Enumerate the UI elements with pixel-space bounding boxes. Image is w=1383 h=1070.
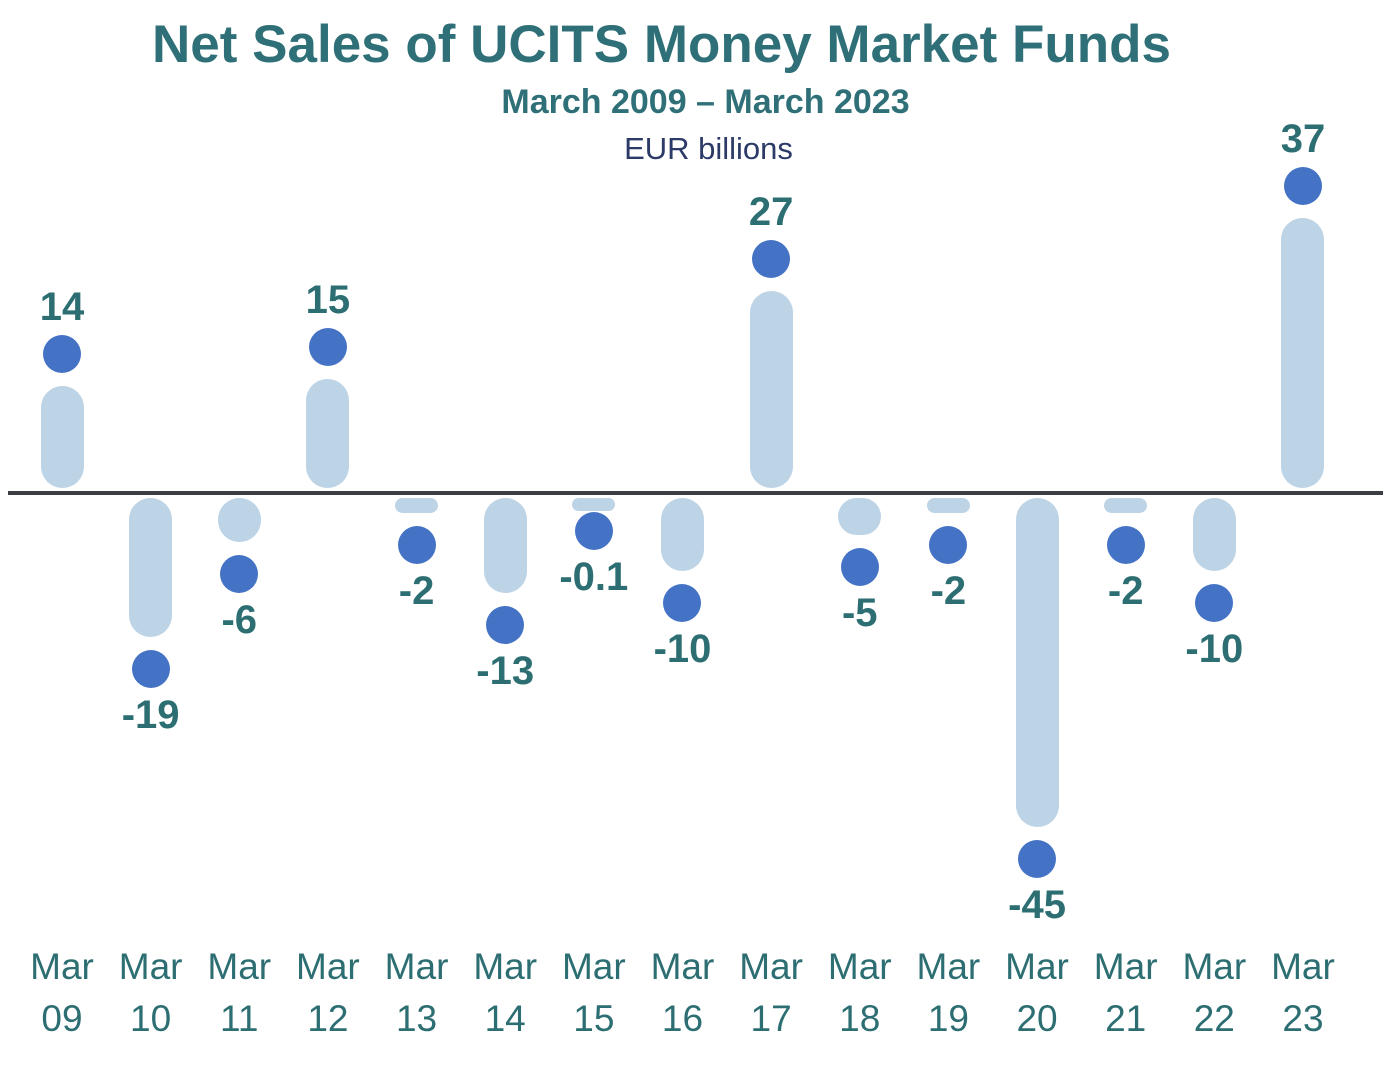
bar-capsule bbox=[1281, 217, 1325, 488]
bar-capsule bbox=[926, 498, 970, 513]
data-point-dot bbox=[574, 511, 613, 550]
x-tick-month: Mar bbox=[739, 946, 803, 987]
bar-capsule bbox=[217, 498, 261, 542]
value-label: -0.1 bbox=[559, 554, 629, 599]
data-point-dot bbox=[752, 239, 791, 278]
value-label: -2 bbox=[1107, 568, 1144, 613]
x-tick-year: 13 bbox=[395, 998, 438, 1039]
bar-capsule bbox=[40, 385, 84, 488]
x-tick-year: 11 bbox=[220, 998, 259, 1039]
x-tick-month: Mar bbox=[296, 946, 360, 987]
x-tick-label: Mar 18 bbox=[798, 941, 922, 1045]
data-point-dot bbox=[1018, 839, 1057, 878]
bar-capsule bbox=[1192, 498, 1236, 571]
bar-capsule bbox=[572, 498, 616, 511]
bar-capsule bbox=[483, 498, 527, 593]
data-point-dot bbox=[1195, 584, 1234, 622]
value-label: -2 bbox=[930, 568, 967, 613]
x-tick-label: Mar 14 bbox=[443, 941, 567, 1045]
data-point-dot bbox=[1106, 525, 1145, 564]
x-tick-year: 17 bbox=[750, 998, 792, 1039]
x-tick-label: Mar 10 bbox=[89, 941, 213, 1045]
chart-title: Net Sales of UCITS Money Market Funds bbox=[152, 15, 1171, 74]
x-tick-label: Mar 21 bbox=[1064, 941, 1188, 1045]
x-tick-year: 22 bbox=[1193, 998, 1235, 1039]
data-point-dot bbox=[43, 334, 81, 373]
x-tick-label: Mar 20 bbox=[975, 941, 1099, 1045]
value-label: 27 bbox=[748, 189, 794, 234]
data-point-dot bbox=[397, 525, 436, 564]
value-label: 37 bbox=[1280, 116, 1326, 161]
x-tick-month: Mar bbox=[30, 946, 94, 987]
x-tick-month: Mar bbox=[473, 946, 538, 987]
value-label: 14 bbox=[39, 284, 85, 329]
value-label: -5 bbox=[841, 590, 878, 635]
data-point-dot bbox=[308, 327, 347, 366]
value-label: -6 bbox=[221, 597, 258, 642]
x-tick-year: 12 bbox=[307, 998, 349, 1039]
x-tick-year: 14 bbox=[484, 998, 526, 1039]
x-tick-label: Mar 17 bbox=[709, 941, 833, 1045]
x-tick-month: Mar bbox=[118, 946, 183, 987]
x-tick-month: Mar bbox=[384, 946, 449, 987]
value-label: -10 bbox=[653, 627, 712, 671]
x-tick-year: 16 bbox=[661, 998, 704, 1039]
value-label: -13 bbox=[476, 648, 535, 693]
x-tick-month: Mar bbox=[1005, 946, 1069, 987]
x-tick-year: 10 bbox=[130, 998, 172, 1039]
data-point-dot bbox=[663, 584, 702, 622]
x-tick-year: 09 bbox=[41, 998, 83, 1039]
data-point-dot bbox=[131, 649, 170, 688]
x-tick-month: Mar bbox=[827, 946, 892, 987]
bar-capsule bbox=[838, 498, 882, 535]
x-tick-label: Mar 16 bbox=[620, 941, 744, 1045]
bar-capsule bbox=[1015, 498, 1059, 827]
x-tick-year: 20 bbox=[1016, 998, 1058, 1039]
chart-units-label: EUR billions bbox=[624, 131, 793, 166]
x-tick-label: Mar 15 bbox=[532, 941, 656, 1045]
bar-capsule bbox=[129, 498, 173, 637]
bar-capsule bbox=[749, 290, 793, 488]
bar-capsule bbox=[395, 498, 439, 513]
x-tick-label: Mar 09 bbox=[0, 941, 124, 1045]
x-tick-month: Mar bbox=[1093, 946, 1158, 987]
data-point-dot bbox=[220, 554, 259, 593]
x-tick-label: Mar 11 bbox=[177, 941, 301, 1045]
x-tick-month: Mar bbox=[916, 946, 981, 987]
data-point-dot bbox=[486, 605, 525, 644]
x-tick-month: Mar bbox=[561, 946, 626, 987]
x-tick-label: Mar 12 bbox=[266, 941, 390, 1045]
data-point-dot bbox=[929, 525, 968, 564]
zero-axis-line bbox=[8, 491, 1383, 495]
x-tick-month: Mar bbox=[650, 946, 715, 987]
x-tick-month: Mar bbox=[1271, 946, 1335, 987]
value-label: -19 bbox=[121, 692, 180, 737]
x-tick-year: 23 bbox=[1282, 998, 1324, 1039]
bar-capsule bbox=[306, 378, 350, 488]
bar-capsule bbox=[660, 498, 704, 571]
value-label: 15 bbox=[305, 277, 351, 322]
x-tick-label: Mar 22 bbox=[1152, 941, 1276, 1045]
x-tick-year: 15 bbox=[573, 998, 615, 1039]
x-tick-label: Mar 23 bbox=[1241, 941, 1365, 1045]
x-tick-month: Mar bbox=[1182, 946, 1247, 987]
x-tick-year: 18 bbox=[839, 998, 881, 1039]
x-tick-label: Mar 19 bbox=[886, 941, 1010, 1045]
x-tick-label: Mar 13 bbox=[355, 941, 479, 1045]
chart-subtitle: March 2009 – March 2023 bbox=[501, 83, 910, 121]
value-label: -2 bbox=[398, 568, 435, 613]
bar-capsule bbox=[1104, 498, 1148, 513]
value-label: -10 bbox=[1185, 627, 1244, 671]
x-tick-year: 19 bbox=[927, 998, 969, 1039]
data-point-dot bbox=[1283, 166, 1322, 205]
x-tick-month: Mar bbox=[207, 946, 272, 987]
data-point-dot bbox=[840, 547, 879, 586]
x-tick-year: 21 bbox=[1105, 998, 1147, 1039]
value-label: -45 bbox=[1008, 882, 1066, 927]
